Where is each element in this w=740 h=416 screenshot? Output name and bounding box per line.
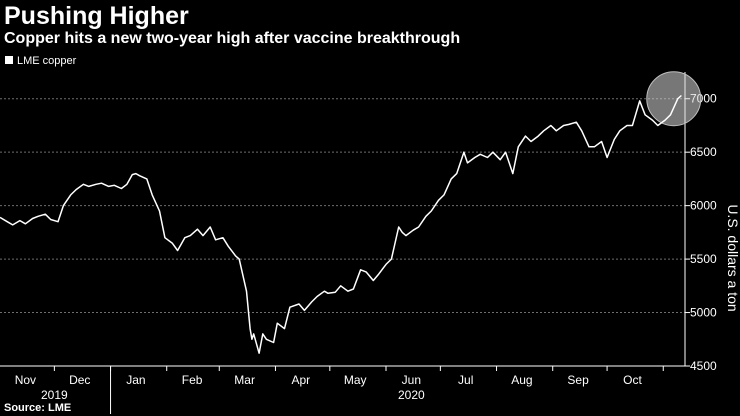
x-axis: Nov Dec Jan Feb Mar Apr May Jun Jul Aug Sep Oct 2019… xyxy=(0,365,685,414)
grid-layer xyxy=(0,98,685,367)
x-tick-label: Feb xyxy=(182,373,203,387)
x-tick-label: Jun xyxy=(402,373,421,387)
y-tick-label: 5000 xyxy=(690,306,717,320)
plot-area xyxy=(0,71,702,354)
x-year-label: 2020 xyxy=(398,388,425,402)
y-tick-label: 4500 xyxy=(690,359,717,373)
highlight-circle xyxy=(646,71,702,127)
chart-title: Pushing Higher xyxy=(4,2,189,30)
x-tick-label: Sep xyxy=(567,373,589,387)
x-tick-label: Nov xyxy=(15,373,36,387)
source-note: Source: LME xyxy=(4,402,72,414)
x-tick-label: Mar xyxy=(234,373,255,387)
legend: LME copper xyxy=(5,55,77,67)
y-tick-label: 6000 xyxy=(690,199,717,213)
x-tick-label: Dec xyxy=(69,373,90,387)
x-year-label: 2019 xyxy=(41,388,68,402)
y-tick-label: 5500 xyxy=(690,252,717,266)
legend-swatch xyxy=(5,56,13,64)
x-tick-label: Apr xyxy=(291,373,310,387)
x-tick-label: Oct xyxy=(623,373,642,387)
x-tick-label: Aug xyxy=(511,373,532,387)
legend-label: LME copper xyxy=(17,55,77,67)
x-tick-label: Jul xyxy=(458,373,473,387)
x-tick-label: May xyxy=(344,373,367,387)
y-tick-label: 6500 xyxy=(690,145,717,159)
chart-subtitle: Copper hits a new two-year high after va… xyxy=(4,30,461,47)
series-line-lme-copper xyxy=(0,94,682,354)
y-axis-label: U.S. dollars a ton xyxy=(725,204,740,311)
x-tick-label: Jan xyxy=(126,373,145,387)
